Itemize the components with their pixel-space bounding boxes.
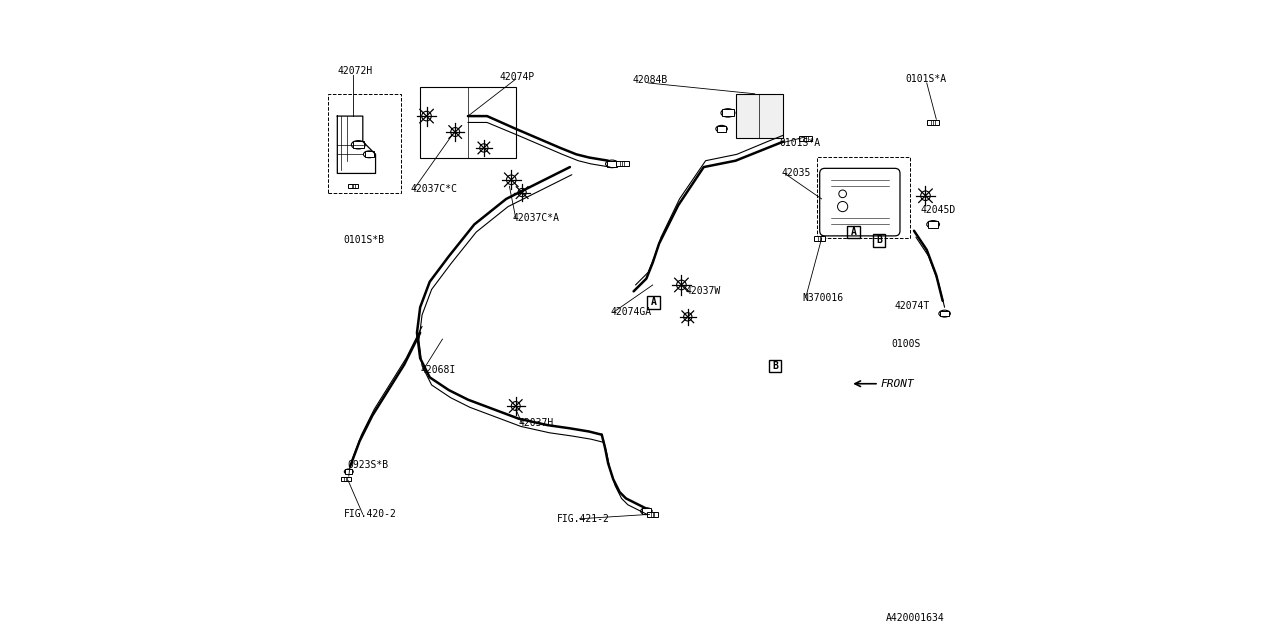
Bar xyxy=(607,161,617,167)
Text: 42037C*A: 42037C*A xyxy=(512,213,559,223)
Bar xyxy=(722,109,733,116)
Text: 42074P: 42074P xyxy=(499,72,535,81)
Text: N370016: N370016 xyxy=(803,292,844,303)
Text: B: B xyxy=(772,361,778,371)
Bar xyxy=(646,512,658,516)
Ellipse shape xyxy=(927,221,940,228)
Bar xyxy=(928,221,938,228)
Text: 0923S*B: 0923S*B xyxy=(347,460,388,470)
Text: 42074T: 42074T xyxy=(895,301,931,311)
Text: 42037W: 42037W xyxy=(686,286,721,296)
Ellipse shape xyxy=(605,160,618,168)
Text: FRONT: FRONT xyxy=(881,379,915,388)
Bar xyxy=(799,136,812,141)
Bar xyxy=(328,94,401,193)
Text: A: A xyxy=(850,227,856,237)
Text: 42084B: 42084B xyxy=(632,75,668,84)
Bar xyxy=(927,120,940,125)
Bar xyxy=(646,296,659,308)
Bar xyxy=(814,236,826,241)
Text: 42074GA: 42074GA xyxy=(611,307,652,317)
Ellipse shape xyxy=(344,469,353,474)
Bar xyxy=(641,508,652,514)
Text: 0100S: 0100S xyxy=(892,339,922,349)
Bar xyxy=(353,141,364,148)
Text: A: A xyxy=(650,297,657,307)
Bar xyxy=(940,311,950,317)
Bar xyxy=(348,184,358,188)
Ellipse shape xyxy=(721,109,735,117)
Bar xyxy=(346,469,352,474)
Bar xyxy=(365,152,374,157)
Text: FIG.420-2: FIG.420-2 xyxy=(344,509,397,519)
Text: 0101S*A: 0101S*A xyxy=(906,74,947,84)
Bar xyxy=(616,161,628,166)
Ellipse shape xyxy=(364,151,375,158)
Text: 42045D: 42045D xyxy=(920,205,956,216)
Ellipse shape xyxy=(938,310,950,317)
Text: 0101S*B: 0101S*B xyxy=(344,236,385,245)
Text: FIG.421-2: FIG.421-2 xyxy=(557,514,611,524)
Bar xyxy=(873,234,886,246)
Bar xyxy=(769,360,782,372)
Text: 42072H: 42072H xyxy=(338,67,372,77)
Text: A420001634: A420001634 xyxy=(886,612,945,623)
Text: 0101S*A: 0101S*A xyxy=(780,138,820,148)
Bar xyxy=(847,226,860,239)
Ellipse shape xyxy=(716,125,727,132)
Text: 42037C*C: 42037C*C xyxy=(411,184,458,195)
Bar xyxy=(340,477,351,481)
Ellipse shape xyxy=(351,141,365,149)
FancyBboxPatch shape xyxy=(819,168,900,236)
Text: 42068I: 42068I xyxy=(420,365,456,374)
Bar xyxy=(420,88,516,157)
Text: 42037H: 42037H xyxy=(518,418,554,428)
Text: 42035: 42035 xyxy=(782,168,810,179)
Ellipse shape xyxy=(640,508,652,515)
Bar xyxy=(817,157,910,239)
Bar xyxy=(717,126,726,132)
Bar xyxy=(736,94,783,138)
Text: B: B xyxy=(876,236,882,245)
